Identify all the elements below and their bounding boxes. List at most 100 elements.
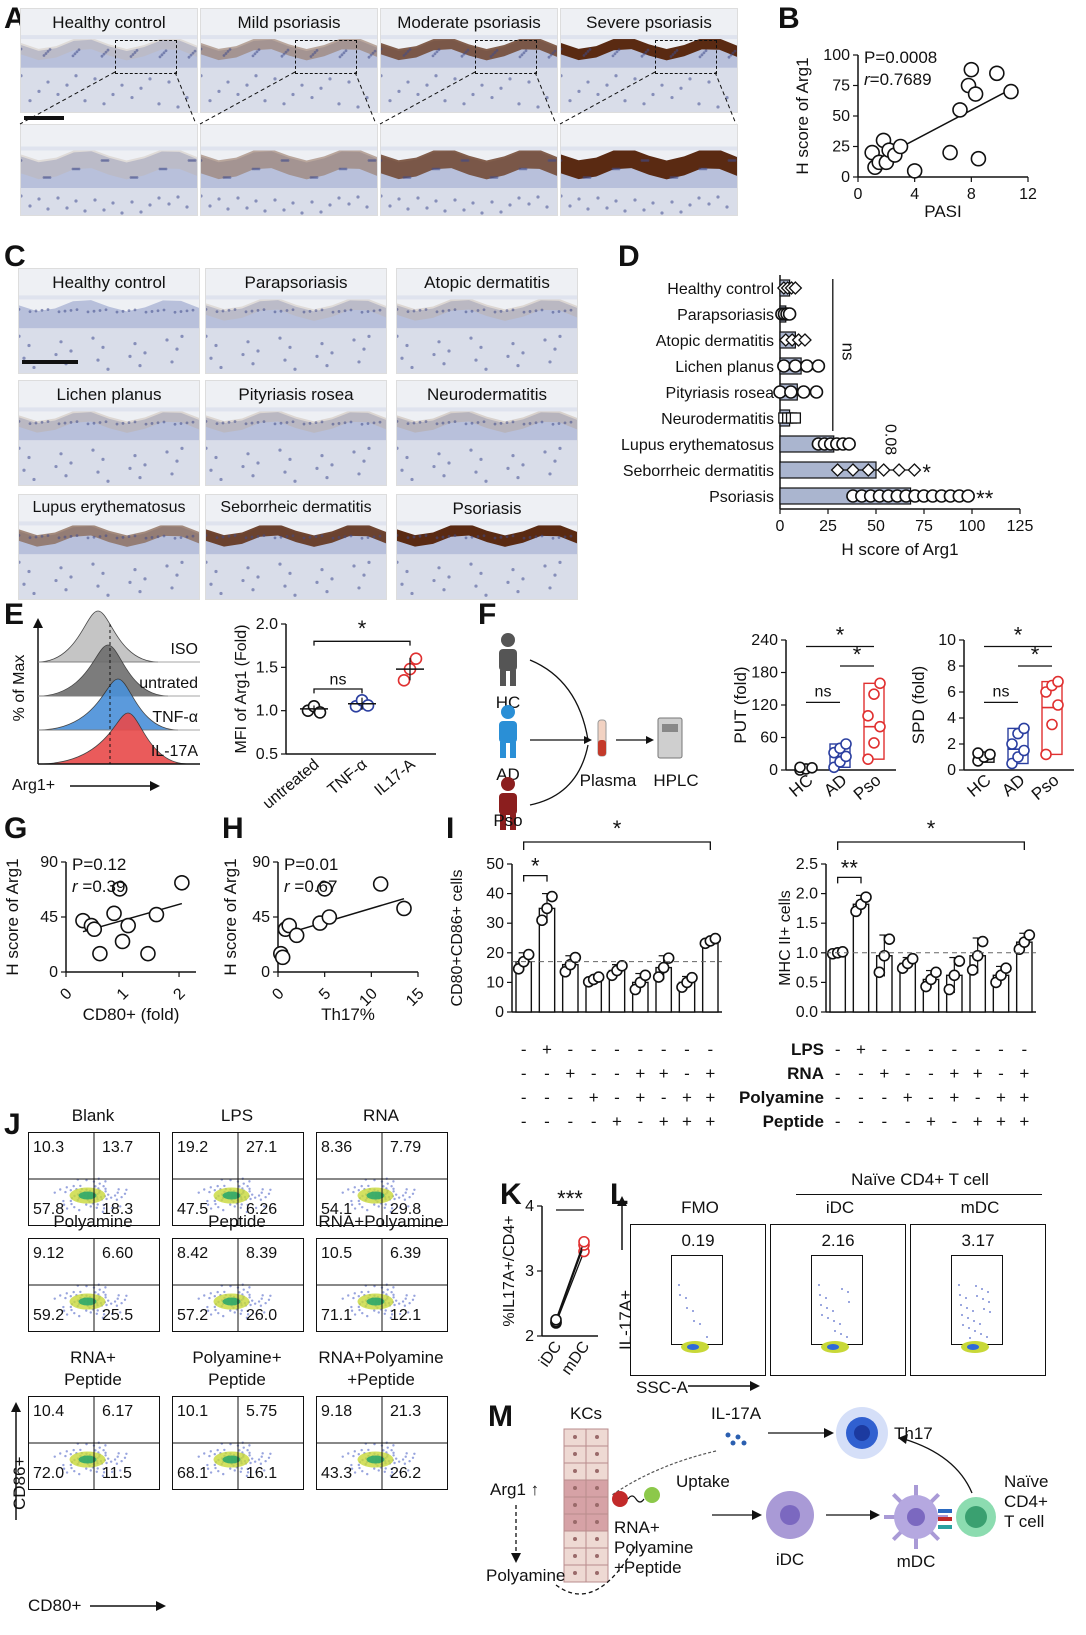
event-dot bbox=[238, 1185, 241, 1188]
nucleus bbox=[280, 54, 284, 58]
panel-c-tile-2: Atopic dermatitis bbox=[396, 268, 578, 374]
nucleus bbox=[569, 534, 573, 538]
sig-star: * bbox=[1031, 642, 1040, 667]
uptake-label: Uptake bbox=[676, 1472, 730, 1491]
arg1-stain bbox=[201, 149, 377, 180]
treatment-cell: - bbox=[520, 1064, 527, 1083]
nucleus bbox=[244, 422, 248, 426]
event-dot bbox=[358, 1466, 361, 1470]
nucleus bbox=[521, 351, 525, 355]
nucleus bbox=[128, 354, 132, 358]
data-point bbox=[798, 333, 812, 347]
event-dot bbox=[85, 1203, 88, 1206]
panel-label-k: K bbox=[500, 1178, 522, 1211]
nucleus bbox=[568, 204, 572, 208]
nucleus bbox=[474, 358, 478, 362]
nucleus bbox=[352, 450, 356, 454]
nucleus bbox=[315, 466, 319, 470]
nucleus bbox=[262, 534, 266, 538]
event-dot bbox=[96, 1203, 99, 1206]
quadrant-value: 8.36 bbox=[321, 1139, 353, 1156]
event-dot bbox=[260, 1455, 263, 1458]
nucleus bbox=[397, 197, 401, 201]
y-tick-label: 3 bbox=[525, 1263, 534, 1280]
dermis bbox=[206, 440, 386, 485]
event-dot bbox=[264, 1301, 267, 1305]
nucleus bbox=[214, 343, 218, 348]
event-dot bbox=[248, 1451, 251, 1455]
event-dot bbox=[233, 1469, 236, 1472]
nucleus bbox=[37, 89, 41, 93]
nucleus bbox=[697, 102, 701, 106]
nucleus bbox=[176, 195, 180, 199]
event-dot bbox=[405, 1294, 408, 1297]
nucleus bbox=[558, 334, 562, 338]
nucleus bbox=[83, 99, 87, 103]
stratum-corneum bbox=[397, 407, 577, 412]
stratum-corneum bbox=[19, 407, 199, 412]
event-dot bbox=[72, 1448, 75, 1452]
nucleus bbox=[623, 209, 627, 213]
data-point bbox=[1018, 722, 1030, 735]
treatment-cell: - bbox=[974, 1088, 981, 1107]
nucleus bbox=[470, 421, 474, 425]
nucleus bbox=[162, 167, 166, 171]
event-dot bbox=[352, 1296, 355, 1300]
flow-density bbox=[173, 1239, 303, 1331]
sig-star: * bbox=[836, 623, 845, 648]
nucleus bbox=[115, 536, 119, 540]
nucleus bbox=[160, 167, 164, 171]
event-dot bbox=[248, 1296, 251, 1299]
data-point bbox=[892, 463, 906, 477]
nucleus bbox=[219, 591, 223, 596]
tile-caption: Seborrheic dermatitis bbox=[220, 499, 372, 516]
nucleus bbox=[611, 54, 615, 58]
flow-x-label: CD80+ bbox=[28, 1596, 82, 1615]
nucleus bbox=[57, 422, 61, 426]
panel-a-top-1-tissue bbox=[201, 35, 377, 112]
nucleus bbox=[660, 211, 664, 215]
nucleus bbox=[408, 176, 412, 179]
nucleus bbox=[311, 176, 315, 179]
tile-caption: Severe psoriasis bbox=[586, 13, 712, 32]
event-dot bbox=[62, 1199, 65, 1203]
nucleus bbox=[688, 203, 692, 207]
stratum-corneum bbox=[19, 295, 199, 300]
event-dot bbox=[401, 1300, 405, 1303]
nucleus bbox=[441, 309, 445, 313]
arg1-stain bbox=[561, 149, 737, 180]
event-dot bbox=[213, 1189, 216, 1192]
event-dot bbox=[248, 1180, 251, 1183]
y-tick-label: 75 bbox=[832, 78, 850, 95]
event-dot bbox=[116, 1455, 119, 1458]
treatment-cell: - bbox=[544, 1112, 550, 1131]
y-tick-label: 4 bbox=[947, 710, 956, 727]
event-dot bbox=[110, 1206, 114, 1210]
nucleus bbox=[236, 92, 240, 97]
nucleus bbox=[673, 51, 677, 54]
quadrant-value: 8.39 bbox=[246, 1245, 278, 1262]
event-dot bbox=[818, 1284, 820, 1286]
event-dot bbox=[969, 1337, 971, 1339]
event-dot bbox=[223, 1290, 226, 1294]
nucleus bbox=[222, 54, 226, 57]
data-point bbox=[396, 900, 412, 917]
x-tick-label: 15 bbox=[403, 985, 428, 1010]
event-dot bbox=[248, 1286, 251, 1289]
nucleus bbox=[527, 202, 531, 206]
nucleus bbox=[320, 420, 324, 424]
nucleus bbox=[244, 310, 248, 314]
nucleus bbox=[256, 534, 260, 538]
x-tick-label: 25 bbox=[819, 518, 837, 535]
nucleus bbox=[484, 479, 488, 483]
quadrant-value: 10.3 bbox=[33, 1139, 65, 1156]
nucleus bbox=[254, 199, 258, 203]
event-dot bbox=[827, 1317, 829, 1319]
density-peak bbox=[78, 1455, 97, 1464]
event-dot bbox=[72, 1290, 75, 1294]
nucleus bbox=[460, 54, 464, 58]
arg1-stain bbox=[381, 37, 557, 61]
nucleus bbox=[63, 309, 67, 313]
event-dot bbox=[393, 1461, 396, 1465]
nucleus bbox=[367, 560, 371, 564]
